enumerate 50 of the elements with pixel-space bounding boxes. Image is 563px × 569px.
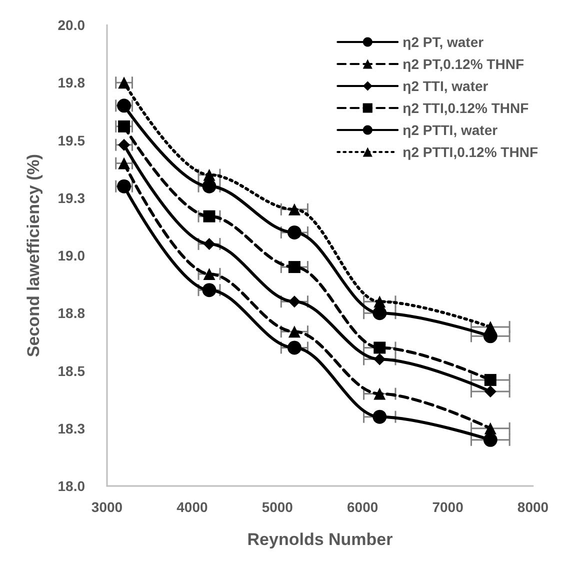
point bbox=[287, 225, 302, 240]
point bbox=[203, 168, 216, 181]
point bbox=[288, 261, 300, 274]
point bbox=[484, 374, 496, 386]
point bbox=[374, 353, 386, 366]
y-tick-label: 19.5 bbox=[58, 132, 86, 148]
point bbox=[118, 120, 130, 132]
point bbox=[372, 306, 387, 320]
x-tick-label: 3000 bbox=[91, 499, 123, 515]
legend-label: η2 PTTI,0.12% THNF bbox=[402, 144, 538, 160]
y-tick-label: 18.8 bbox=[58, 305, 86, 322]
legend-label: η2 TTI,0.12% THNF bbox=[402, 100, 530, 116]
legend-label: η2 TTI, water bbox=[402, 78, 489, 94]
point bbox=[374, 388, 386, 400]
legend-label: η2 PT, water bbox=[402, 34, 484, 50]
x-axis-title: Reynolds Number bbox=[247, 530, 394, 549]
point bbox=[484, 422, 496, 434]
y-tick-label: 18.3 bbox=[58, 420, 86, 436]
x-tick-label: 7000 bbox=[432, 499, 464, 515]
x-tick-label: 8000 bbox=[517, 499, 549, 515]
y-tick-label: 19.8 bbox=[58, 74, 86, 91]
point bbox=[203, 210, 216, 222]
point bbox=[484, 320, 496, 333]
x-tick-label: 4000 bbox=[176, 499, 208, 515]
point bbox=[288, 326, 300, 338]
point bbox=[483, 432, 498, 447]
y-tick-label: 19.0 bbox=[58, 248, 86, 264]
y-tick-label: 19.3 bbox=[58, 190, 86, 206]
point bbox=[288, 203, 300, 216]
legend-label: η2 PT,0.12% THNF bbox=[402, 56, 524, 72]
point bbox=[202, 179, 216, 194]
point bbox=[287, 340, 302, 355]
point bbox=[372, 410, 387, 424]
point bbox=[484, 385, 496, 398]
point bbox=[118, 138, 130, 151]
y-tick-label: 18.5 bbox=[58, 362, 86, 379]
y-tick-label: 20.0 bbox=[58, 17, 86, 33]
point bbox=[118, 76, 130, 89]
point bbox=[202, 283, 216, 298]
x-tick-label: 6000 bbox=[347, 499, 378, 515]
point bbox=[118, 157, 130, 170]
y-tick-label: 18.0 bbox=[58, 478, 86, 494]
x-tick-label: 5000 bbox=[262, 499, 294, 515]
point bbox=[374, 342, 386, 354]
point bbox=[288, 296, 300, 308]
y-axis-title: Second lawefficiency (%) bbox=[24, 154, 43, 358]
point bbox=[203, 268, 216, 280]
legend-label: η2 PTTI, water bbox=[402, 122, 498, 138]
point bbox=[203, 238, 216, 250]
point bbox=[374, 296, 386, 308]
